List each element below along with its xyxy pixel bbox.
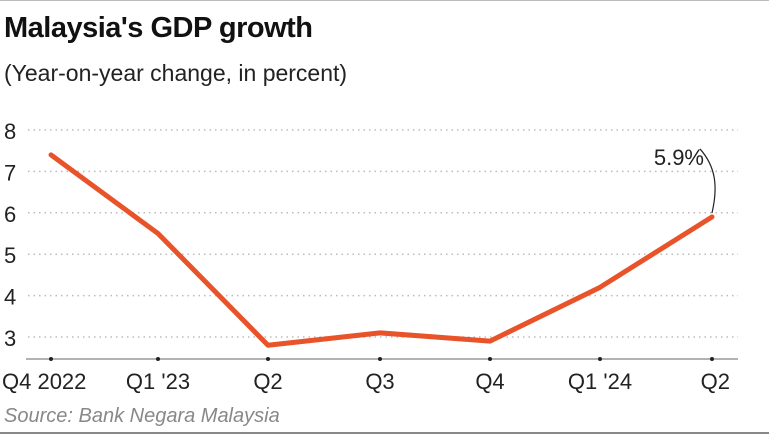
gdp-growth-line <box>48 152 715 348</box>
x-tick-label: Q4 <box>475 369 504 394</box>
chart-title: Malaysia's GDP growth <box>4 12 313 44</box>
x-tick-mark <box>49 357 53 361</box>
x-tick-label: Q2 <box>253 369 282 394</box>
x-tick-label: Q3 <box>365 369 394 394</box>
top-border <box>0 0 769 1</box>
x-tick-mark <box>378 357 382 361</box>
source-note: Source: Bank Negara Malaysia <box>4 405 280 427</box>
x-tick-mark <box>266 357 270 361</box>
x-tick-label: Q2 <box>701 369 730 394</box>
y-tick-label: 6 <box>4 202 16 227</box>
y-tick-label: 8 <box>4 119 16 144</box>
x-tick-label: Q4 2022 <box>2 369 86 394</box>
x-tick-label: Q1 '24 <box>568 369 632 394</box>
y-tick-label: 3 <box>4 326 16 351</box>
annotation-leader-line <box>699 148 716 214</box>
x-tick-mark <box>488 357 492 361</box>
x-tick-mark <box>156 357 160 361</box>
y-tick-label: 7 <box>4 160 16 185</box>
y-tick-label: 4 <box>4 285 16 310</box>
x-tick-mark <box>598 357 602 361</box>
annotation-label: 5.9% <box>654 145 704 170</box>
chart-subtitle: (Year-on-year change, in percent) <box>4 60 348 86</box>
x-tick-mark <box>710 357 714 361</box>
x-tick-label: Q1 '23 <box>126 369 190 394</box>
y-tick-label: 5 <box>4 243 16 268</box>
bottom-border <box>0 432 769 434</box>
